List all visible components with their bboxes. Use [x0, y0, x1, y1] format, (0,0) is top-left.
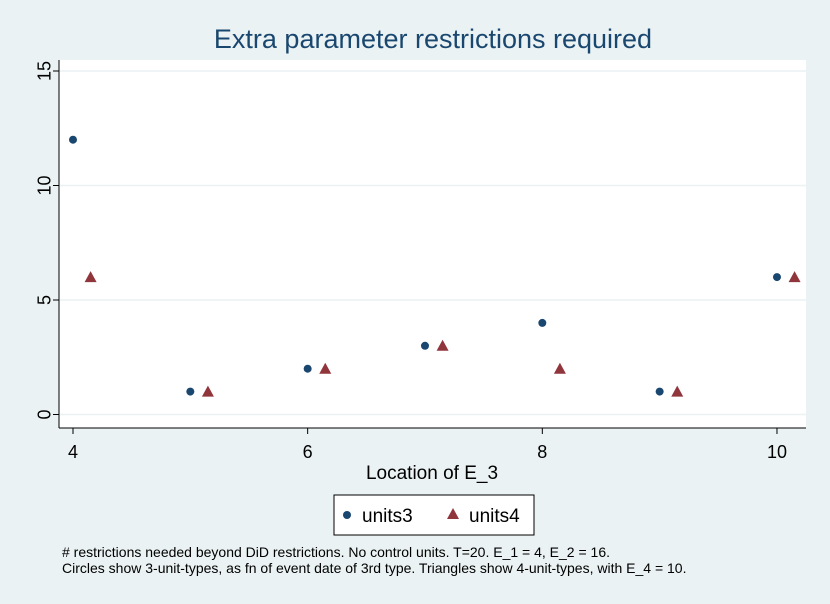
y-tick-label: 15 [34, 61, 54, 81]
legend-box [333, 494, 535, 536]
plot-area [59, 60, 806, 428]
x-tick-label: 6 [303, 442, 313, 462]
point-units4 [84, 271, 97, 283]
point-units3 [772, 273, 781, 282]
legend-label-units3: units3 [362, 506, 413, 527]
point-units4 [553, 362, 566, 374]
point-units3 [655, 387, 664, 396]
point-units3 [186, 387, 195, 396]
chart-title: Extra parameter restrictions required [214, 24, 652, 54]
y-tick-label: 5 [34, 295, 54, 305]
y-tick-label: 10 [34, 175, 54, 195]
legend-label-units4: units4 [469, 506, 520, 527]
x-tick-label: 4 [68, 442, 78, 462]
point-units4 [201, 385, 214, 397]
legend-marker-units4 [447, 508, 459, 519]
point-units4 [436, 339, 449, 351]
data-points [69, 135, 801, 397]
legend-marker-units3 [343, 511, 351, 519]
point-units4 [319, 362, 332, 374]
point-units4 [671, 385, 684, 397]
point-units3 [69, 135, 77, 144]
point-units4 [788, 271, 801, 283]
x-tick-label: 8 [537, 442, 547, 462]
x-tick-label: 10 [767, 442, 787, 462]
note-line-2: Circles show 3-unit-types, as fn of even… [62, 560, 686, 576]
y-tick-label: 0 [34, 409, 54, 419]
gridlines [60, 70, 806, 416]
axis-ticks: 0 5 10 15 4 6 8 10 [34, 61, 787, 462]
point-units3 [538, 318, 547, 327]
point-units3 [303, 364, 312, 373]
note-line-1: # restrictions needed beyond DiD restric… [62, 544, 610, 560]
point-units3 [420, 341, 429, 350]
legend: units3 units4 [333, 494, 535, 536]
x-axis-title: Location of E_3 [366, 463, 498, 484]
